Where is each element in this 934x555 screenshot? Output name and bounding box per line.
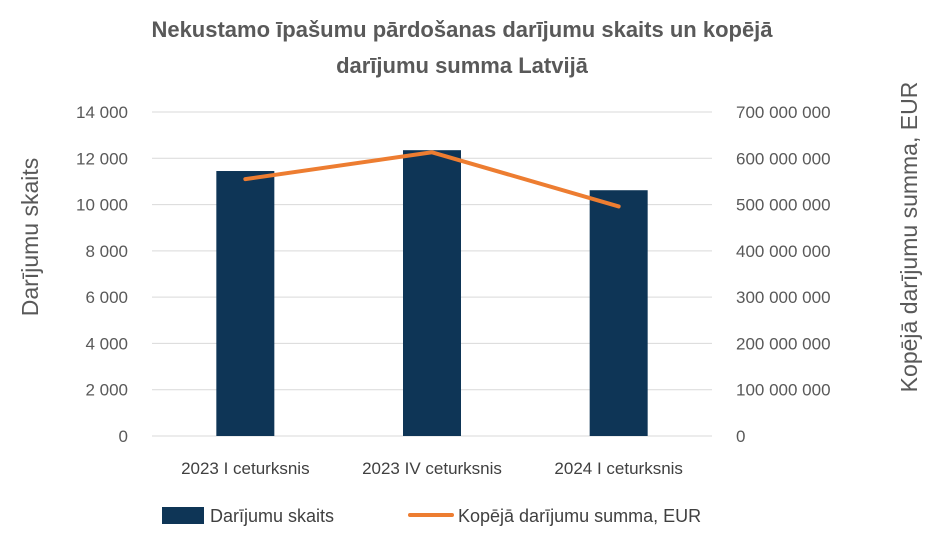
legend-label-bar: Darījumu skaits: [210, 506, 334, 526]
chart-title-line-2: darījumu summa Latvijā: [336, 53, 589, 78]
y-tick-label: 8 000: [85, 242, 128, 261]
line-path: [243, 150, 621, 209]
left-axis-ticks: 0 2 000 4 000 6 000 8 000 10 000 12 000 14 000: [76, 103, 128, 446]
line-series: [243, 150, 621, 209]
bar: [589, 190, 648, 436]
x-category-label: 2023 I ceturksnis: [181, 459, 310, 478]
y-tick-label: 6 000: [85, 288, 128, 307]
y2-tick-label: 200 000 000: [736, 334, 831, 353]
y-tick-label: 12 000: [76, 149, 128, 168]
legend: Darījumu skaits Kopējā darījumu summa, E…: [162, 506, 701, 526]
legend-swatch-bar: [162, 507, 204, 524]
right-axis-ticks: 0 100 000 000 200 000 000 300 000 000 400 00…: [736, 103, 831, 446]
y2-tick-label: 400 000 000: [736, 242, 831, 261]
bar: [403, 150, 461, 436]
y-tick-label: 2 000: [85, 381, 128, 400]
y2-axis-label: Kopējā darījumu summa, EUR: [896, 82, 922, 393]
legend-label-line: Kopējā darījumu summa, EUR: [458, 506, 701, 526]
y-axis-label: Darījumu skaits: [17, 158, 43, 316]
y2-tick-label: 500 000 000: [736, 196, 831, 215]
y2-tick-label: 600 000 000: [736, 149, 831, 168]
y2-tick-label: 700 000 000: [736, 103, 831, 122]
x-category-label: 2023 IV ceturksnis: [362, 459, 502, 478]
y2-tick-label: 0: [736, 427, 745, 446]
bar-series: [216, 150, 648, 436]
y2-tick-label: 300 000 000: [736, 288, 831, 307]
category-labels: 2023 I ceturksnis 2023 IV ceturksnis 2024 …: [181, 459, 683, 478]
y-tick-label: 0: [119, 427, 128, 446]
y-tick-label: 4 000: [85, 334, 128, 353]
y-tick-label: 10 000: [76, 196, 128, 215]
y2-tick-label: 100 000 000: [736, 381, 831, 400]
bar: [216, 171, 275, 436]
y-tick-label: 14 000: [76, 103, 128, 122]
x-category-label: 2024 I ceturksnis: [554, 459, 683, 478]
chart-title-line-1: Nekustamo īpašumu pārdošanas darījumu sk…: [151, 17, 773, 42]
